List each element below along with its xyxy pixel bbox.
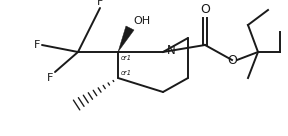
Text: OH: OH bbox=[133, 16, 150, 26]
Text: or1: or1 bbox=[121, 55, 132, 61]
Text: or1: or1 bbox=[121, 70, 132, 76]
Text: O: O bbox=[200, 3, 210, 16]
Text: N: N bbox=[167, 44, 176, 56]
Text: F: F bbox=[47, 73, 53, 83]
Text: O: O bbox=[227, 53, 237, 67]
Text: F: F bbox=[97, 0, 103, 7]
Text: F: F bbox=[34, 40, 40, 50]
Polygon shape bbox=[118, 26, 134, 52]
